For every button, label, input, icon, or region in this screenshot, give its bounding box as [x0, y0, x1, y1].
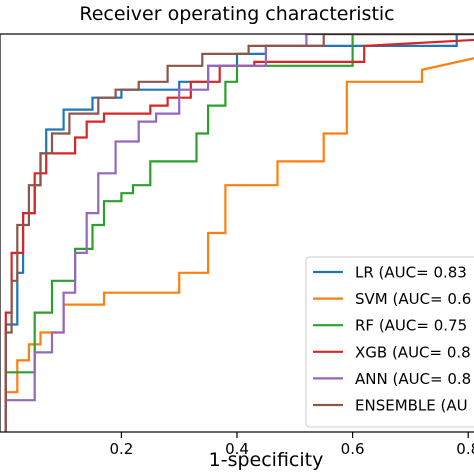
- legend-label-5: ENSEMBLE (AU: [355, 397, 468, 415]
- series-line-1: [4, 57, 474, 432]
- x-tick-label-0: 0.2: [109, 440, 133, 458]
- x-tick-label-2: 0.6: [341, 440, 365, 458]
- series-layer: [4, 34, 474, 432]
- legend-label-0: LR (AUC= 0.83: [355, 264, 467, 282]
- plot-frame: [0, 33, 474, 433]
- legend-label-2: RF (AUC= 0.75: [355, 317, 467, 335]
- x-tick-label-3: 0.8: [456, 440, 474, 458]
- legend-label-4: ANN (AUC= 0.8: [355, 370, 471, 388]
- series-line-5: [4, 34, 474, 432]
- legend-label-1: SVM (AUC= 0.6: [355, 290, 471, 308]
- x-axis-label: 1-specificity: [209, 449, 324, 471]
- x-tick-label-1: 0.4: [225, 440, 249, 458]
- series-line-4: [4, 34, 474, 432]
- x-axis: 0.2 0.4 0.6 0.8: [109, 432, 474, 458]
- legend-box: [305, 256, 474, 428]
- series-line-2: [4, 34, 474, 432]
- legend-label-3: XGB (AUC= 0.8: [355, 343, 471, 361]
- legend: LR (AUC= 0.83 SVM (AUC= 0.6 RF (AUC= 0.75 X…: [305, 256, 474, 428]
- chart-title: Receiver operating characteristic: [79, 3, 394, 25]
